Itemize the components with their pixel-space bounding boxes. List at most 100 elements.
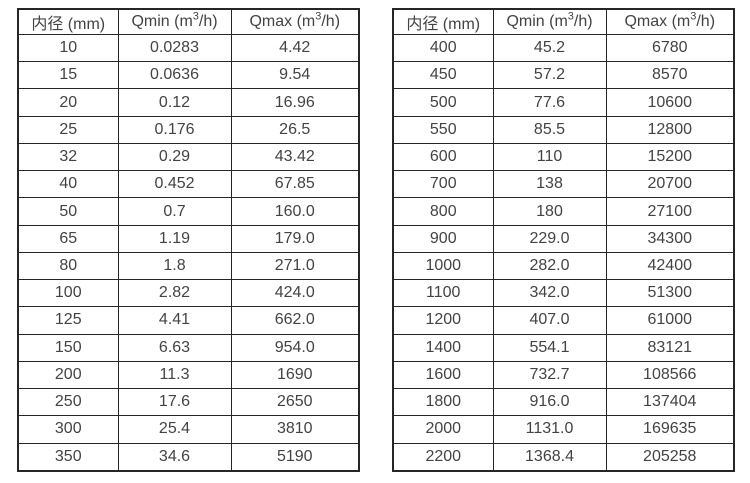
table-cell: 250 — [17, 388, 119, 417]
table-cell: 200 — [17, 360, 119, 390]
table-cell: 0.12 — [117, 88, 232, 117]
table-row: 2000 1131.0 169635 — [392, 415, 735, 444]
flow-rate-table-large-diameters: 内径 (mm) Qmin (m3/h) Qmax (m3/h) 400 45.2 6… — [392, 8, 735, 472]
table-cell: 700 — [392, 170, 494, 199]
table-cell: 150 — [17, 333, 119, 362]
table-cell: 45.2 — [492, 33, 607, 63]
table-row: 1400 554.1 83121 — [392, 333, 735, 362]
table-cell: 1200 — [392, 306, 494, 335]
table-cell: 17.6 — [117, 388, 232, 417]
table-cell: 954.0 — [230, 333, 360, 362]
table-cell: 25.4 — [117, 415, 232, 444]
table-row: 1000 282.0 42400 — [392, 251, 735, 281]
table-cell: 15200 — [605, 142, 735, 172]
table-cell: 6.63 — [117, 333, 232, 362]
table-row: 1800 916.0 137404 — [392, 388, 735, 417]
table-cell: 229.0 — [492, 224, 607, 253]
table-cell: 1800 — [392, 388, 494, 417]
table-cell: 1368.4 — [492, 442, 607, 472]
col-header-qmax: Qmax (m3/h) — [230, 8, 360, 35]
table-cell: 51300 — [605, 279, 735, 308]
table-cell: 1131.0 — [492, 415, 607, 444]
table-cell: 500 — [392, 88, 494, 117]
table-cell: 1.8 — [117, 251, 232, 281]
table-row: 2200 1368.4 205258 — [392, 442, 735, 472]
table-cell: 400 — [392, 33, 494, 63]
table-cell: 0.176 — [117, 115, 232, 144]
table-row: 15 0.0636 9.54 — [17, 61, 360, 90]
table-cell: 0.0636 — [117, 61, 232, 90]
table-cell: 0.7 — [117, 197, 232, 226]
table-row: 200 11.3 1690 — [17, 360, 360, 390]
table-cell: 12800 — [605, 115, 735, 144]
table-row: 450 57.2 8570 — [392, 61, 735, 90]
table-cell: 125 — [17, 306, 119, 335]
table-cell: 0.0283 — [117, 33, 232, 63]
table-cell: 34300 — [605, 224, 735, 253]
header-row: 内径 (mm) Qmin (m3/h) Qmax (m3/h) — [392, 8, 735, 35]
table-cell: 138 — [492, 170, 607, 199]
table-cell: 26.5 — [230, 115, 360, 144]
table-row: 900 229.0 34300 — [392, 224, 735, 253]
table-cell: 25 — [17, 115, 119, 144]
table-cell: 40 — [17, 170, 119, 199]
table-cell: 350 — [17, 442, 119, 472]
table-row: 125 4.41 662.0 — [17, 306, 360, 335]
table-cell: 77.6 — [492, 88, 607, 117]
table-cell: 67.85 — [230, 170, 360, 199]
table-cell: 662.0 — [230, 306, 360, 335]
col-header-qmin: Qmin (m3/h) — [492, 8, 607, 35]
table-cell: 4.42 — [230, 33, 360, 63]
table-cell: 108566 — [605, 360, 735, 390]
table-cell: 600 — [392, 142, 494, 172]
table-row: 32 0.29 43.42 — [17, 142, 360, 172]
table-cell: 554.1 — [492, 333, 607, 362]
table-cell: 1000 — [392, 251, 494, 281]
table-cell: 16.96 — [230, 88, 360, 117]
table-cell: 50 — [17, 197, 119, 226]
table-cell: 450 — [392, 61, 494, 90]
table-cell: 100 — [17, 279, 119, 308]
table-cell: 43.42 — [230, 142, 360, 172]
table-row: 40 0.452 67.85 — [17, 170, 360, 199]
table-cell: 34.6 — [117, 442, 232, 472]
table-cell: 27100 — [605, 197, 735, 226]
table-row: 80 1.8 271.0 — [17, 251, 360, 281]
table-cell: 65 — [17, 224, 119, 253]
table-cell: 271.0 — [230, 251, 360, 281]
table-cell: 1100 — [392, 279, 494, 308]
table-cell: 1.19 — [117, 224, 232, 253]
header-row: 内径 (mm) Qmin (m3/h) Qmax (m3/h) — [17, 8, 360, 35]
table-row: 550 85.5 12800 — [392, 115, 735, 144]
table-body: 400 45.2 6780 450 57.2 8570 500 77.6 10600 550 85.… — [392, 33, 735, 472]
table-cell: 11.3 — [117, 360, 232, 390]
table-row: 150 6.63 954.0 — [17, 333, 360, 362]
table-cell: 32 — [17, 142, 119, 172]
table-row: 1600 732.7 108566 — [392, 360, 735, 390]
table-cell: 169635 — [605, 415, 735, 444]
table-cell: 10600 — [605, 88, 735, 117]
table-cell: 110 — [492, 142, 607, 172]
table-row: 50 0.7 160.0 — [17, 197, 360, 226]
table-row: 800 180 27100 — [392, 197, 735, 226]
table-cell: 550 — [392, 115, 494, 144]
table-row: 400 45.2 6780 — [392, 33, 735, 63]
table-cell: 3810 — [230, 415, 360, 444]
table-cell: 732.7 — [492, 360, 607, 390]
table-cell: 300 — [17, 415, 119, 444]
table-row: 350 34.6 5190 — [17, 442, 360, 472]
table-cell: 1690 — [230, 360, 360, 390]
table-cell: 8570 — [605, 61, 735, 90]
table-row: 1200 407.0 61000 — [392, 306, 735, 335]
table-body: 10 0.0283 4.42 15 0.0636 9.54 20 0.12 16.96 25 0.1… — [17, 33, 360, 472]
table-cell: 205258 — [605, 442, 735, 472]
table-row: 20 0.12 16.96 — [17, 88, 360, 117]
table-cell: 80 — [17, 251, 119, 281]
table-cell: 4.41 — [117, 306, 232, 335]
table-row: 10 0.0283 4.42 — [17, 33, 360, 63]
table-cell: 20 — [17, 88, 119, 117]
table-cell: 2650 — [230, 388, 360, 417]
table-cell: 42400 — [605, 251, 735, 281]
table-header: 内径 (mm) Qmin (m3/h) Qmax (m3/h) — [17, 8, 360, 35]
table-cell: 282.0 — [492, 251, 607, 281]
